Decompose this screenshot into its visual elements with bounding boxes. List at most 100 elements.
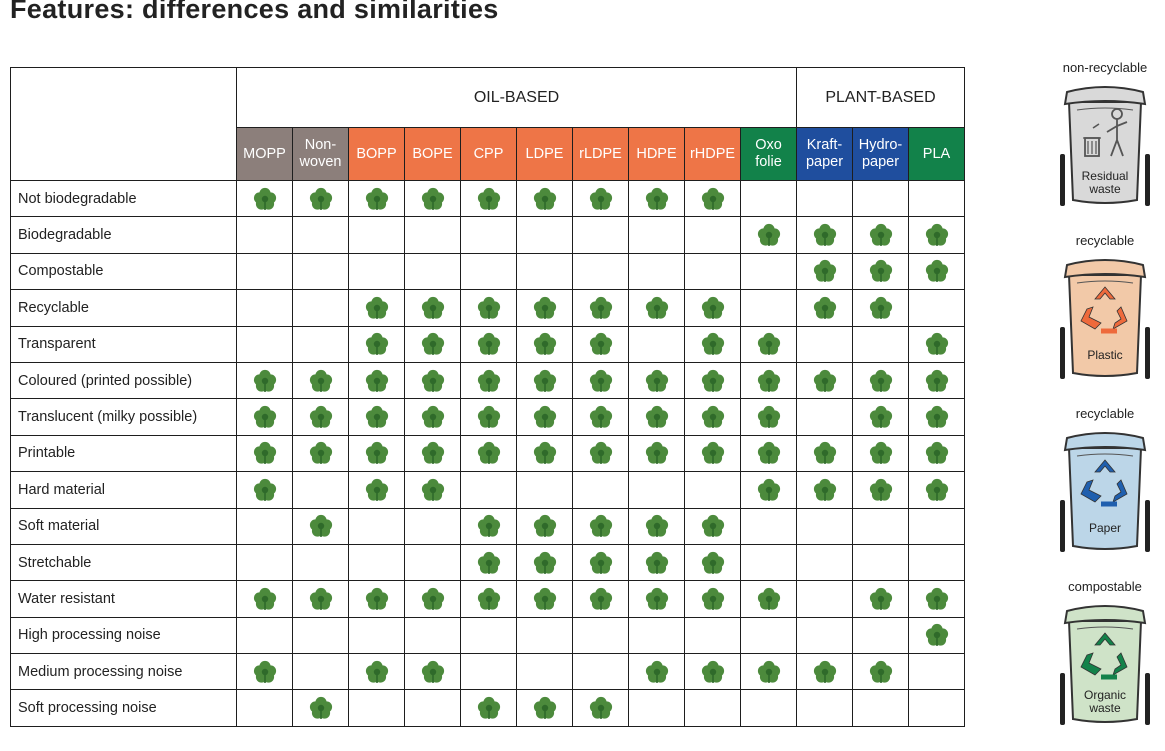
leaf-icon [533,587,556,610]
feature-row: Soft material [10,507,965,545]
material-label: BOPP [356,145,397,162]
leaf-icon [813,478,836,501]
feature-cell [684,580,741,618]
feature-cell [348,289,405,327]
feature-cell [348,616,405,655]
feature-cell [852,179,909,218]
feature-cell [460,398,517,436]
leaf-icon [589,369,612,392]
feature-cell [684,471,741,509]
leaf-icon [757,405,780,429]
feature-cell [684,398,741,436]
leaf-icon [925,442,948,465]
feature-cell [460,179,517,218]
recycle-icon [1080,459,1128,507]
leaf-icon [589,333,612,356]
leaf-icon [533,697,556,720]
waste-bin-icon: Plastic [1060,259,1150,379]
feature-cell [852,543,909,582]
feature-cell [628,179,685,218]
bin-recyclable: recyclable Paper [1045,406,1165,554]
feature-cell [236,616,293,655]
feature-cell [796,543,853,582]
leaf-icon [365,587,388,610]
feature-cell [460,471,517,509]
leaf-icon [813,296,836,319]
leaf-icon [477,405,500,429]
feature-cell [516,216,573,254]
bin-label: Organic waste [1084,688,1126,715]
recycle-icon [1080,632,1128,680]
leaf-icon [365,478,388,501]
feature-cell [684,689,741,727]
feature-row: Soft processing noise [10,689,965,727]
feature-cell [628,507,685,545]
feature-cell [404,252,461,291]
leaf-icon [365,660,388,683]
feature-cell [628,325,685,363]
feature-cell [572,543,629,582]
feature-row: Biodegradable [10,216,965,254]
leaf-icon [421,187,444,210]
feature-label: Soft material [10,507,237,545]
feature-row: Medium processing noise [10,653,965,691]
leaf-icon [757,369,780,392]
feature-cell [908,507,965,545]
feature-cell [740,580,797,618]
feature-cell [348,216,405,254]
features-table: OIL-BASED PLANT-BASED MOPP Non- woven BOPP BO… [10,67,965,727]
feature-cell [292,398,349,436]
material-label: Oxo folie [755,137,782,170]
leaf-icon [589,442,612,465]
feature-cell [852,471,909,509]
leaf-icon [533,515,556,538]
leaf-icon [253,405,276,429]
feature-cell [628,361,685,400]
leaf-icon [309,187,332,210]
feature-cell [404,543,461,582]
feature-cell [572,616,629,655]
feature-cell [740,216,797,254]
feature-row: High processing noise [10,616,965,655]
feature-cell [908,179,965,218]
leaf-icon [477,551,500,574]
feature-cell [572,325,629,363]
feature-cell [292,543,349,582]
feature-cell [628,289,685,327]
leaf-icon [645,187,668,210]
feature-label: Coloured (printed possible) [10,361,237,400]
feature-cell [628,580,685,618]
feature-cell [572,580,629,618]
feature-cell [404,216,461,254]
leaf-icon [813,660,836,683]
leaf-icon [253,478,276,501]
material-header-row: MOPP Non- woven BOPP BOPE CPP LDPE rLDPE HDPE rH… [11,127,965,181]
leaf-icon [253,187,276,210]
leaf-icon [925,223,948,247]
feature-cell [236,507,293,545]
feature-cell [740,616,797,655]
feature-cell [908,616,965,655]
page-title: Features: differences and similarities [10,0,499,24]
waste-bin-icon: Paper [1060,432,1150,552]
leaf-icon [813,223,836,247]
feature-cell [236,252,293,291]
leaf-icon [869,260,892,283]
leaf-icon [365,369,388,392]
leaf-icon [477,333,500,356]
feature-cell [684,616,741,655]
feature-cell [852,434,909,473]
leaf-icon [869,296,892,319]
material-label: LDPE [525,145,564,162]
leaf-icon [533,442,556,465]
leaf-icon [701,442,724,465]
feature-row: Water resistant [10,580,965,618]
feature-cell [348,361,405,400]
feature-cell [348,471,405,509]
leaf-icon [533,551,556,574]
feature-cell [404,434,461,473]
bin-label: Residual waste [1082,169,1129,196]
feature-cell [852,398,909,436]
leaf-icon [309,369,332,392]
feature-cell [684,543,741,582]
